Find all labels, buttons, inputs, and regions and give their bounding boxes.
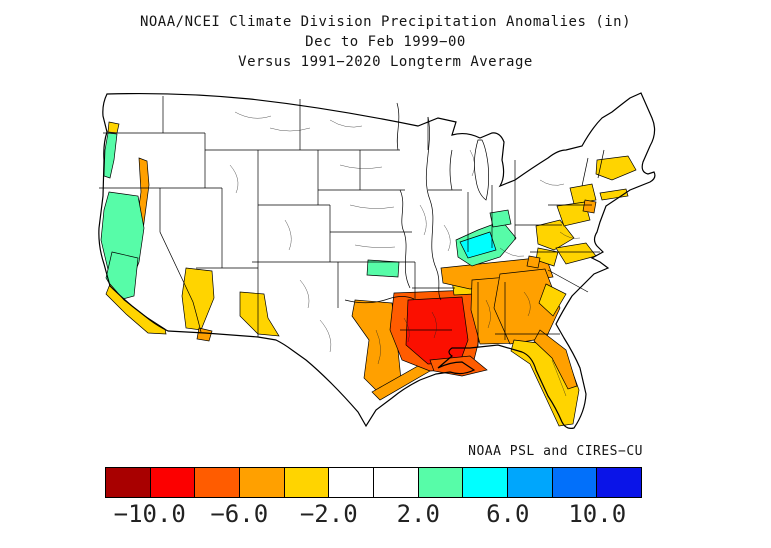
figure-title-line3: Versus 1991−2020 Longterm Average — [238, 54, 533, 70]
region-north-carolina-patch — [555, 242, 597, 265]
us-outline — [98, 92, 656, 429]
region-long-island — [599, 188, 629, 201]
region-arizona-south — [196, 327, 213, 342]
region-indiana-south — [489, 209, 512, 228]
region-pennsylvania-newjersey — [556, 201, 591, 227]
region-virginia-west — [535, 219, 575, 251]
figure-title-line2: Dec to Feb 1999−00 — [305, 34, 466, 50]
colorbar — [105, 467, 642, 498]
region-new-mexico-south — [239, 291, 280, 337]
state-boundaries — [99, 96, 605, 347]
region-pennsylvania-south-dot — [526, 255, 541, 269]
colorbar-cell — [374, 468, 419, 497]
colorbar-cell — [418, 468, 464, 497]
colorbar-cell — [240, 468, 285, 497]
colorbar-cell — [552, 468, 598, 497]
credit-text: NOAA PSL and CIRES−CU — [468, 444, 643, 459]
lake-michigan — [474, 139, 490, 201]
region-south-carolina-coast — [538, 283, 567, 317]
colorbar-cell — [329, 468, 375, 497]
colorbar-tick-label: −2.0 — [299, 500, 358, 528]
figure-title-line1: NOAA/NCEI Climate Division Precipitation… — [139, 14, 632, 30]
colorbar-tick-label: 6.0 — [486, 500, 530, 528]
region-oregon-coast — [103, 132, 118, 179]
region-wa-or-border — [107, 121, 120, 134]
region-kansas-east — [366, 259, 400, 278]
colorbar-cell — [106, 468, 151, 497]
colorbar-cell — [597, 468, 642, 497]
region-new-york-patch — [569, 183, 597, 205]
colorbar-cell — [463, 468, 509, 497]
colorbar-cell — [195, 468, 241, 497]
colorbar-cell — [150, 468, 196, 497]
anomaly-regions — [100, 121, 637, 427]
colorbar-tick-label: 10.0 — [568, 500, 627, 528]
colorbar-tick-label: 2.0 — [396, 500, 440, 528]
region-new-jersey-coast — [582, 199, 597, 214]
region-florida-east-coast — [533, 329, 578, 390]
colorbar-tick-label: −10.0 — [113, 500, 186, 528]
region-massachusetts-connecticut — [595, 155, 637, 181]
colorbar-tick-label: −6.0 — [210, 500, 269, 528]
region-maryland-patch — [535, 247, 559, 267]
colorbar-cell — [508, 468, 553, 497]
colorbar-cell — [284, 468, 330, 497]
region-kentucky-cyan — [459, 231, 497, 259]
division-lines — [229, 111, 581, 397]
